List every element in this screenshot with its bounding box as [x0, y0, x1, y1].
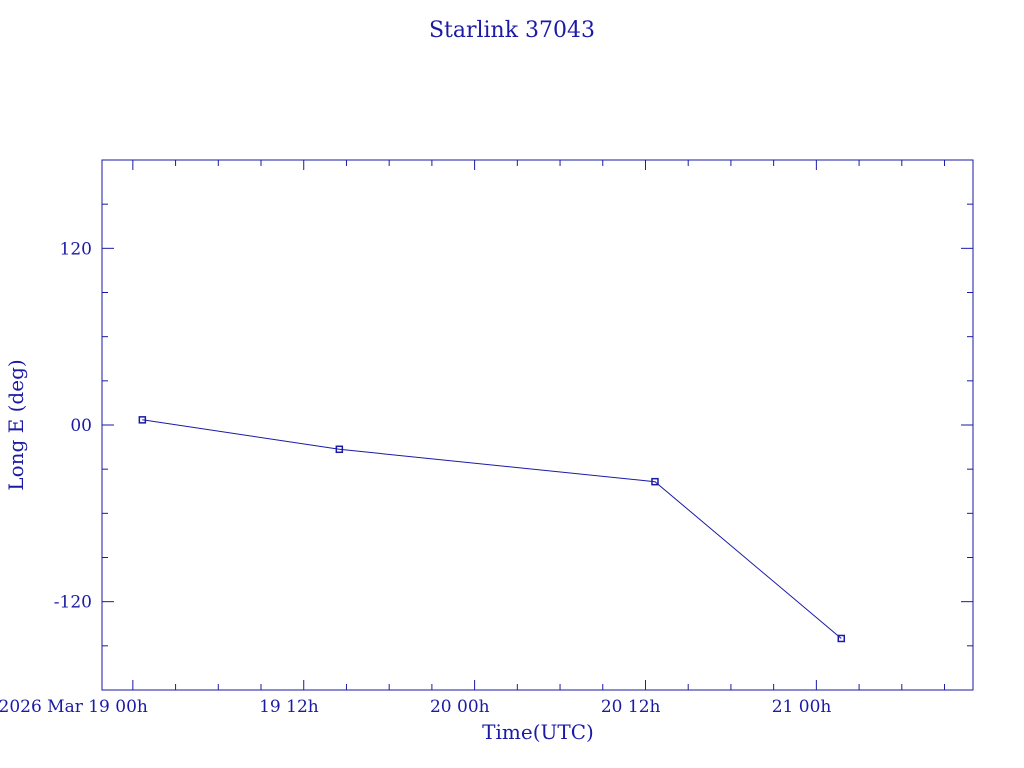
- axis-ticks: [102, 160, 973, 690]
- data-point: [651, 477, 659, 486]
- y-tick-label: -120: [54, 593, 92, 613]
- x-tick-label: 2026 Mar 19 00h: [0, 697, 148, 717]
- y-tick-labels: 120 00 -120: [54, 239, 92, 612]
- series-group: [138, 416, 846, 643]
- y-axis-label: Long E (deg): [4, 359, 28, 490]
- chart-title: Starlink 37043: [429, 18, 595, 43]
- y-tick-label: 120: [60, 239, 92, 259]
- data-point: [837, 634, 846, 643]
- x-tick-label: 20 00h: [430, 697, 490, 717]
- data-point: [335, 445, 344, 454]
- data-point: [138, 416, 147, 424]
- x-tick-label: 21 00h: [772, 697, 832, 717]
- x-axis-label: Time(UTC): [482, 720, 594, 744]
- y-tick-label: 00: [70, 416, 92, 436]
- plot-frame: [101, 159, 974, 691]
- series-line: [142, 419, 842, 639]
- x-tick-label: 19 12h: [259, 697, 319, 717]
- x-tick-label: 20 12h: [601, 697, 661, 717]
- x-tick-labels: 2026 Mar 19 00h 19 12h 20 00h 20 12h 21 00h: [0, 697, 831, 717]
